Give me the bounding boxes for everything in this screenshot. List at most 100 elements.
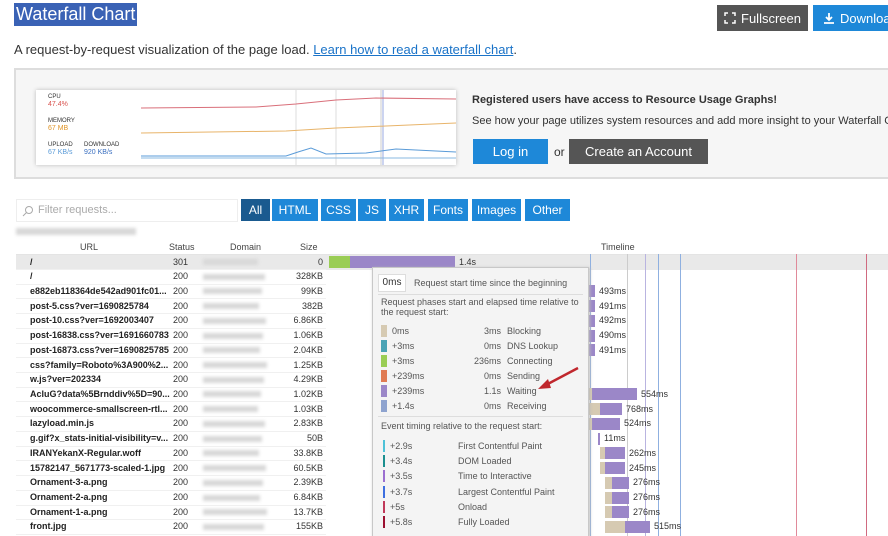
intro-suffix: .: [513, 42, 517, 57]
filter-tab[interactable]: Other: [525, 199, 570, 221]
timeline-bar: [588, 300, 595, 313]
request-url[interactable]: /: [30, 271, 33, 282]
filter-tab[interactable]: Images: [472, 199, 521, 221]
domain-blurred: [203, 303, 259, 310]
timeline-label: 492ms: [599, 315, 627, 326]
intro: A request-by-request visualization of th…: [14, 42, 517, 57]
size: 13.7KB: [293, 506, 323, 517]
domain-blurred: [203, 376, 264, 383]
phase-name: Blocking: [507, 326, 542, 336]
download-button[interactable]: Download: [813, 5, 888, 31]
phase-swatch: [381, 355, 387, 367]
domain-blurred: [203, 479, 263, 486]
phase-swatch: [381, 400, 387, 412]
size: 99KB: [300, 285, 323, 296]
request-url[interactable]: post-10.css?ver=1692003407: [30, 315, 154, 326]
size: 33.8KB: [293, 447, 323, 458]
intro-link[interactable]: Learn how to read a waterfall chart: [313, 42, 514, 57]
phase-duration: 1.1s: [483, 386, 501, 396]
phase-start: +3ms: [392, 341, 415, 351]
domain-blurred: [203, 273, 265, 280]
request-url[interactable]: post-16873.css?ver=1690825785: [30, 344, 169, 355]
size: 6.86KB: [293, 315, 323, 326]
request-url[interactable]: woocommerce-smallscreen-rtl...: [30, 403, 168, 414]
blurred-text: [16, 228, 136, 235]
graph-lines: [140, 90, 456, 165]
timeline-bar: [612, 476, 629, 489]
event-name: DOM Loaded: [458, 456, 512, 467]
filter-tab[interactable]: XHR: [389, 199, 424, 221]
fullscreen-button[interactable]: Fullscreen: [717, 5, 808, 31]
download-graph-value: 920 KB/s: [84, 149, 113, 156]
download-icon: [824, 13, 834, 24]
domain-blurred: [203, 347, 260, 354]
request-url[interactable]: lazyload.min.js: [30, 418, 95, 429]
timeline-bar: [605, 491, 612, 504]
row-divider: [16, 445, 326, 447]
event-marker: [383, 516, 385, 528]
request-url[interactable]: css?family=Roboto%3A900%2...: [30, 359, 169, 370]
phase-start: +239ms: [392, 386, 425, 396]
request-url[interactable]: Ornament-3-a.png: [30, 477, 108, 488]
domain-blurred: [203, 362, 267, 369]
status: 200: [173, 359, 189, 370]
row-divider: [16, 327, 326, 329]
request-url[interactable]: e882eb118364de542ad901fc01...: [30, 285, 167, 296]
event-time: +3.7s: [390, 486, 413, 497]
request-url[interactable]: post-5.css?ver=1690825784: [30, 300, 149, 311]
red-arrow: [538, 366, 579, 389]
status: 200: [173, 492, 189, 503]
filter-tab[interactable]: All: [241, 199, 270, 221]
timeline-label: 276ms: [633, 492, 661, 503]
phases-note: Request phases start and elapsed time re…: [381, 297, 579, 317]
size: 155KB: [295, 521, 323, 532]
domain-blurred: [203, 450, 259, 457]
filter-tab[interactable]: JS: [358, 199, 386, 221]
size: 60.5KB: [293, 462, 323, 473]
request-url[interactable]: g.gif?x_stats-initial-visibility=v...: [30, 433, 169, 444]
size: 6.84KB: [293, 492, 323, 503]
phase-duration: 0ms: [483, 341, 501, 351]
timeline-bar: [586, 417, 592, 430]
create-account-button[interactable]: Create an Account: [569, 139, 708, 164]
status: 200: [173, 447, 189, 458]
request-url[interactable]: front.jpg: [30, 521, 67, 532]
event-time: +5.8s: [390, 517, 413, 527]
size: 382B: [301, 300, 323, 311]
request-url[interactable]: AcluG?data%5Brnddiv%5D=90...: [30, 388, 170, 399]
filter-tab[interactable]: Fonts: [428, 199, 468, 221]
request-url[interactable]: Ornament-2-a.png: [30, 492, 108, 503]
timeline-bar: [588, 285, 595, 298]
request-url[interactable]: IRANYekanX-Regular.woff: [30, 447, 142, 458]
timeline-label: 515ms: [654, 521, 682, 532]
event-name: Onload: [458, 501, 488, 512]
phase-start: +239ms: [392, 371, 425, 381]
event-name: Time to Interactive: [458, 471, 532, 482]
request-url[interactable]: 15782147_5671773-scaled-1.jpg: [30, 462, 166, 473]
column-header: URL: [80, 242, 99, 252]
timeline-label: 768ms: [626, 403, 654, 414]
phase-duration: 3ms: [483, 326, 501, 336]
timeline-bar: [329, 256, 350, 268]
domain-blurred: [203, 406, 258, 413]
table-header: [16, 241, 888, 255]
upload-label: UPLOAD: [48, 142, 73, 148]
row-divider: [16, 283, 326, 285]
status: 200: [173, 374, 189, 385]
request-url[interactable]: /: [30, 256, 33, 267]
status: 200: [173, 300, 189, 311]
request-url[interactable]: Ornament-1-a.png: [30, 506, 108, 517]
domain-blurred: [203, 420, 265, 427]
login-button[interactable]: Log in: [473, 139, 548, 164]
request-url[interactable]: w.js?ver=202334: [30, 374, 101, 385]
timeline-label: 276ms: [633, 477, 661, 488]
timeline-bar: [625, 520, 650, 533]
filter-input[interactable]: Filter requests...: [16, 199, 238, 222]
timeline-label: 245ms: [629, 462, 657, 473]
filter-tab[interactable]: HTML: [272, 199, 318, 221]
request-url[interactable]: post-16838.css?ver=1691660783: [30, 330, 169, 341]
filter-tab[interactable]: CSS: [321, 199, 356, 221]
row-divider: [16, 269, 326, 270]
status: 200: [173, 271, 189, 282]
